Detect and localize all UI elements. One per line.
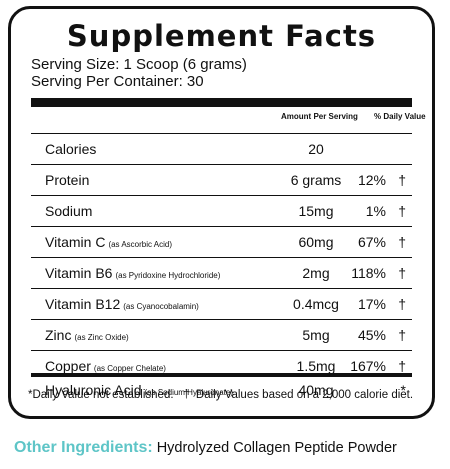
- nutrient-amount: 6 grams: [290, 172, 342, 188]
- nutrient-name: Vitamin B12: [45, 296, 121, 312]
- nutrient-row: Copper (as Copper Chelate) 1.5mg 167% †: [31, 350, 412, 381]
- supplement-facts-panel: Supplement Facts Serving Size: 1 Scoop (…: [8, 6, 435, 419]
- nutrient-name: Hyaluronic Acid: [45, 382, 142, 398]
- nutrient-daily-value: 45%: [357, 327, 386, 343]
- nutrient-row: Calories 20: [31, 133, 412, 164]
- nutrient-amount: 40mg: [298, 382, 334, 398]
- nutrient-daily-value: 1%: [365, 203, 386, 219]
- nutrient-daily-value: 67%: [357, 234, 386, 250]
- nutrient-mark: †: [398, 203, 406, 219]
- nutrient-mark: †: [398, 172, 406, 188]
- nutrient-source: (as Zinc Oxide): [74, 333, 129, 342]
- nutrient-row: Vitamin B12 (as Cyanocobalamin) 0.4mcg 17% †: [31, 288, 412, 319]
- nutrient-mark: †: [398, 358, 406, 374]
- nutrient-amount: 60mg: [298, 234, 334, 250]
- nutrient-amount: 15mg: [298, 203, 334, 219]
- footnote: *Daily Value not established. † Daily Va…: [28, 389, 414, 401]
- nutrient-mark: †: [398, 265, 406, 281]
- nutrient-row: Sodium 15mg 1% †: [31, 195, 412, 226]
- nutrient-row: Protein 6 grams 12% †: [31, 164, 412, 195]
- nutrient-row: Zinc (as Zinc Oxide) 5mg 45% †: [31, 319, 412, 350]
- thick-divider: [31, 98, 412, 107]
- nutrient-name: Vitamin B6: [45, 265, 113, 281]
- nutrient-row: Vitamin C (as Ascorbic Acid) 60mg 67% †: [31, 226, 412, 257]
- nutrient-name: Protein: [45, 172, 90, 188]
- nutrient-amount: 1.5mg: [296, 358, 336, 374]
- nutrient-source: (as Ascorbic Acid): [108, 240, 173, 249]
- nutrient-name: Vitamin C: [45, 234, 106, 250]
- nutrient-mark: †: [398, 234, 406, 250]
- nutrient-mark: *: [400, 382, 406, 398]
- column-header-amount: Amount Per Serving: [281, 112, 358, 121]
- other-ingredients-value: Hydrolyzed Collagen Peptide Powder: [156, 440, 397, 456]
- nutrient-amount: 20: [308, 141, 324, 157]
- serving-info: Serving Size: 1 Scoop (6 grams) Serving …: [31, 56, 247, 90]
- nutrient-row: Vitamin B6 (as Pyridoxine Hydrochloride) 2…: [31, 257, 412, 288]
- special-row-container: Hyaluronic Acid (as Sodium Hyaluronate) 4…: [31, 375, 412, 405]
- nutrient-mark: †: [398, 327, 406, 343]
- nutrient-source: (as Copper Chelate): [93, 364, 166, 373]
- nutrient-source: (as Pyridoxine Hydrochloride): [115, 271, 221, 280]
- nutrient-source: (as Sodium Hyaluronate): [144, 388, 233, 397]
- nutrient-daily-value: 167%: [350, 358, 386, 374]
- nutrient-name: Calories: [45, 141, 97, 157]
- serving-size: Serving Size: 1 Scoop (6 grams): [31, 56, 247, 73]
- nutrient-amount: 5mg: [302, 327, 330, 343]
- nutrient-amount: 0.4mcg: [293, 296, 339, 312]
- nutrient-name: Zinc: [45, 327, 72, 343]
- nutrient-daily-value: 17%: [357, 296, 386, 312]
- serving-per-container: Serving Per Container: 30: [31, 73, 204, 90]
- other-ingredients-label: Other Ingredients:: [14, 439, 153, 456]
- thin-divider: [31, 373, 412, 377]
- column-header-daily-value: % Daily Value: [374, 112, 426, 121]
- nutrient-name: Copper: [45, 358, 91, 374]
- nutrient-rows: Calories 20 Protein 6 grams 12% † Sodium 15mg 1%…: [31, 133, 412, 381]
- nutrient-name: Sodium: [45, 203, 93, 219]
- other-ingredients: Other Ingredients: Hydrolyzed Collagen Pe…: [14, 439, 397, 457]
- nutrient-mark: †: [398, 296, 406, 312]
- panel-title: Supplement Facts: [66, 19, 377, 53]
- nutrient-row: Hyaluronic Acid (as Sodium Hyaluronate) 4…: [31, 375, 412, 405]
- nutrient-amount: 2mg: [302, 265, 330, 281]
- nutrient-daily-value: 118%: [351, 265, 386, 281]
- nutrient-source: (as Cyanocobalamin): [123, 302, 199, 311]
- nutrient-daily-value: 12%: [357, 172, 386, 188]
